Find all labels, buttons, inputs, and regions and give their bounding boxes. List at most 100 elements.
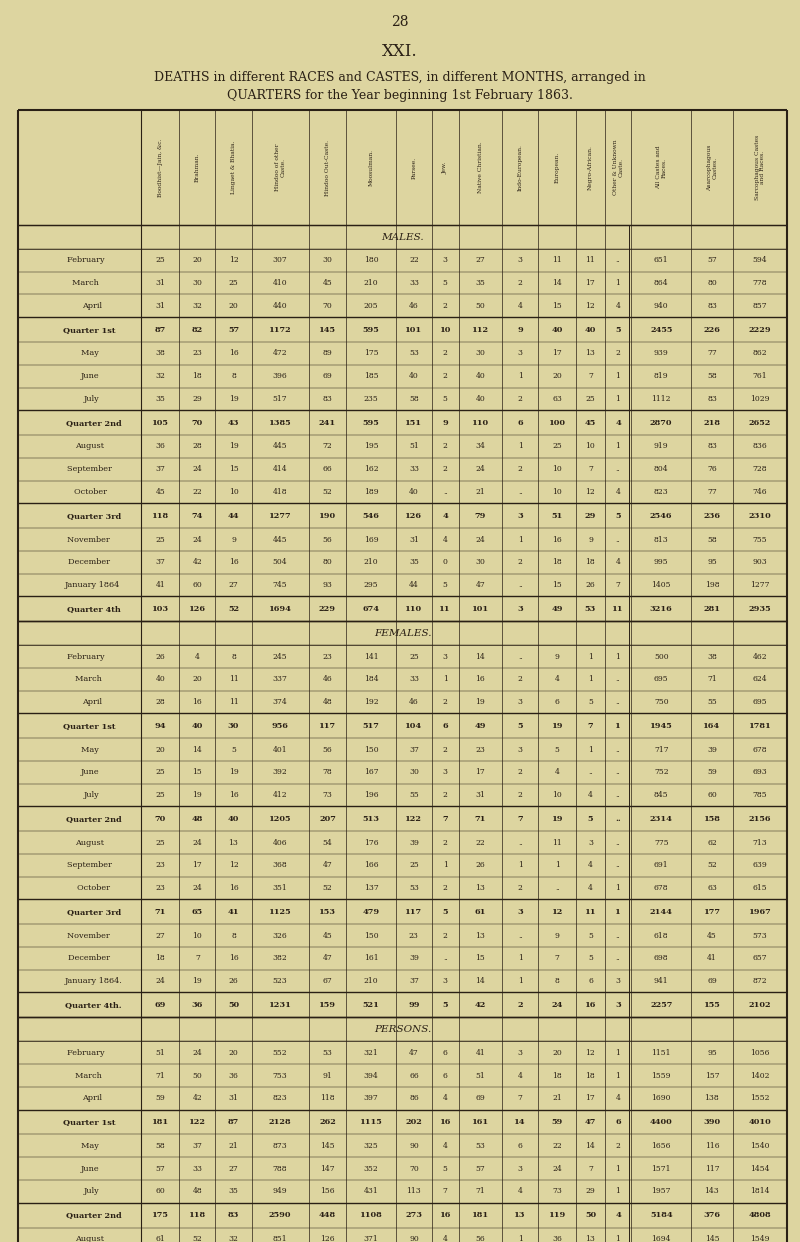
Text: 117: 117 [406,908,422,915]
Text: 872: 872 [753,977,767,985]
Text: 19: 19 [229,769,238,776]
Text: 145: 145 [705,1235,719,1242]
Text: 7: 7 [518,815,523,823]
Text: 396: 396 [273,373,287,380]
Text: MALES.: MALES. [381,232,424,241]
Text: 517: 517 [273,395,287,402]
Text: 116: 116 [705,1141,719,1150]
Text: 36: 36 [229,1072,238,1079]
Text: 4: 4 [615,419,621,427]
Text: 4: 4 [442,1141,448,1150]
Text: 20: 20 [229,302,238,309]
Text: 1945: 1945 [650,722,673,730]
Text: 59: 59 [155,1094,166,1102]
Text: 17: 17 [586,1094,595,1102]
Text: 25: 25 [155,838,166,847]
Text: 1: 1 [588,652,593,661]
Text: 12: 12 [229,862,238,869]
Text: 52: 52 [193,1235,202,1242]
Text: 19: 19 [229,442,238,451]
Text: 31: 31 [155,279,166,287]
Text: 1690: 1690 [651,1094,671,1102]
Text: 74: 74 [192,512,203,519]
Text: 77: 77 [707,349,717,358]
Text: 4: 4 [615,488,621,496]
Text: 71: 71 [707,676,717,683]
Text: 48: 48 [322,698,332,705]
Text: 25: 25 [552,442,562,451]
Text: 37: 37 [409,977,419,985]
Text: 414: 414 [273,466,287,473]
Text: 9: 9 [231,535,236,544]
Text: 236: 236 [703,512,721,519]
Text: 54: 54 [322,838,332,847]
Text: April: April [82,698,138,705]
Text: Quarter 2nd: Quarter 2nd [66,1211,138,1220]
Text: 14: 14 [475,652,486,661]
Text: July: July [83,395,138,402]
Text: October: October [74,488,138,496]
Text: Quarter 1st: Quarter 1st [63,1118,138,1126]
Text: 5: 5 [555,745,560,754]
Text: 2: 2 [518,884,522,892]
Text: 23: 23 [193,349,202,358]
Text: 145: 145 [320,1141,335,1150]
Text: 778: 778 [753,279,767,287]
Text: 90: 90 [409,1235,418,1242]
Text: 17: 17 [193,862,202,869]
Text: 1125: 1125 [269,908,291,915]
Text: 24: 24 [193,466,202,473]
Text: 53: 53 [322,1048,333,1057]
Text: 60: 60 [155,1187,166,1195]
Text: 164: 164 [703,722,721,730]
Text: 4: 4 [615,1211,621,1220]
Text: Other & Unknown
Caste.: Other & Unknown Caste. [613,139,623,195]
Text: 6: 6 [615,1118,621,1126]
Text: 956: 956 [271,722,289,730]
Text: 691: 691 [654,862,669,869]
Text: 1112: 1112 [651,395,671,402]
Text: 1: 1 [615,395,621,402]
Text: 37: 37 [193,1141,202,1150]
Text: 4: 4 [555,676,560,683]
Text: 80: 80 [322,558,332,566]
Text: 83: 83 [322,395,333,402]
Text: 12: 12 [586,302,595,309]
Text: 31: 31 [475,791,486,799]
Text: 2935: 2935 [749,605,771,612]
Text: 16: 16 [193,698,202,705]
Text: 1549: 1549 [750,1235,770,1242]
Text: 40: 40 [475,395,486,402]
Text: 45: 45 [585,419,596,427]
Text: 517: 517 [362,722,380,730]
Text: 1: 1 [615,1048,621,1057]
Text: 23: 23 [322,652,333,661]
Text: 1405: 1405 [651,581,671,589]
Text: 205: 205 [364,302,378,309]
Text: June: June [81,1165,138,1172]
Text: 9: 9 [518,325,523,334]
Text: 18: 18 [552,1072,562,1079]
Text: 33: 33 [409,279,419,287]
Text: 20: 20 [193,256,202,265]
Text: June: June [81,373,138,380]
Text: 25: 25 [409,862,418,869]
Text: June: June [81,769,138,776]
Text: ..: .. [616,932,620,940]
Text: 126: 126 [320,1235,335,1242]
Text: 198: 198 [705,581,719,589]
Text: 7: 7 [588,722,594,730]
Text: 29: 29 [193,395,202,402]
Text: 13: 13 [475,932,486,940]
Text: 60: 60 [193,581,202,589]
Text: 5: 5 [442,908,448,915]
Text: 105: 105 [152,419,169,427]
Text: 73: 73 [322,791,333,799]
Text: 41: 41 [228,908,239,915]
Text: 4: 4 [195,652,200,661]
Text: 1: 1 [518,862,522,869]
Text: 19: 19 [551,815,563,823]
Text: 94: 94 [154,722,166,730]
Text: 23: 23 [475,745,486,754]
Text: January 1864: January 1864 [65,581,138,589]
